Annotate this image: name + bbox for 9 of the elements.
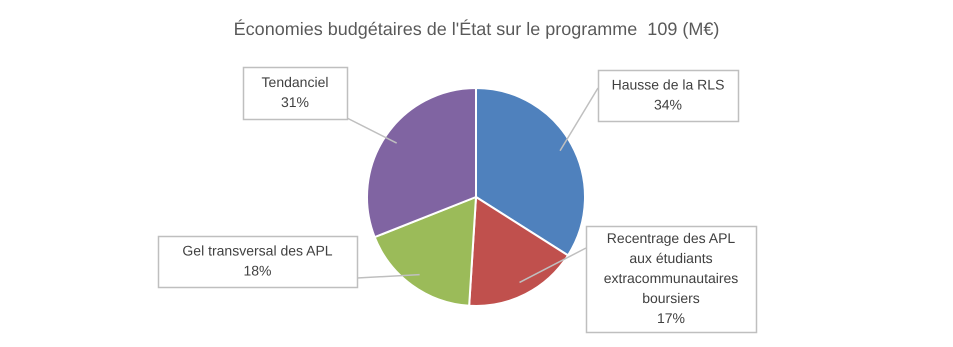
slice-label: Hausse de la RLS: [612, 76, 724, 92]
slice-label: Recentrage des APL aux étudiants extracommunautaires boursiers: [604, 230, 738, 306]
data-label: 17%: [656, 310, 686, 326]
chart-title: Économies budgétaires de l'État sur le programme 109 (M€): [234, 18, 720, 39]
data-label: 34%: [654, 96, 682, 112]
data-label: 18%: [243, 262, 272, 278]
data-label: 31%: [280, 94, 310, 110]
slice-label: Gel transversal des APL: [182, 242, 333, 258]
slice-label: Tendanciel: [262, 74, 328, 90]
